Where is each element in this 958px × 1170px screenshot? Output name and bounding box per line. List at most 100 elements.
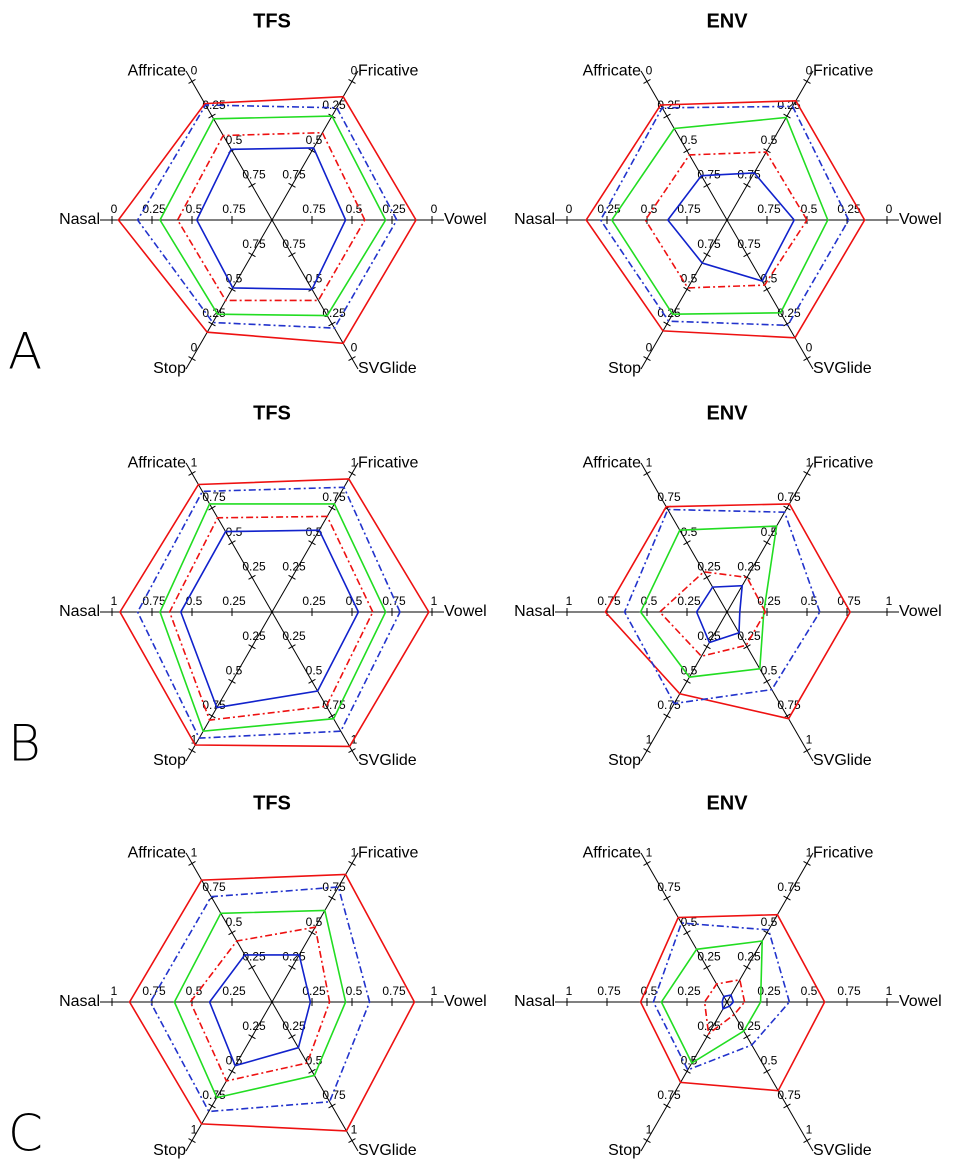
tick-mark [208, 1103, 216, 1109]
category-label: Stop [153, 1142, 186, 1159]
tick-label: 0 [191, 64, 198, 78]
tick-label: 0.25 [282, 560, 306, 574]
tick-label: 0.25 [322, 306, 346, 320]
tick-label: 0.25 [737, 950, 761, 964]
category-label: Nasal [59, 603, 100, 620]
tick-label: 0 [111, 202, 118, 216]
tick-label: 0.25 [242, 1019, 266, 1033]
tick-mark [783, 321, 791, 327]
category-label: Affricate [128, 454, 187, 471]
tick-label: 0.75 [202, 1088, 226, 1102]
series-line [149, 886, 371, 1113]
chart-title: TFS [253, 792, 291, 814]
tick-label: 0.75 [657, 880, 681, 894]
tick-mark [803, 471, 811, 476]
tick-label: 0.75 [697, 237, 721, 251]
category-label: Vowel [899, 603, 942, 620]
category-label: Stop [608, 752, 641, 769]
tick-label: 0.75 [757, 202, 781, 216]
axis-line [726, 1001, 814, 1152]
tick-label: 0.25 [202, 98, 226, 112]
tick-mark [743, 964, 751, 970]
tick-mark [188, 861, 196, 866]
tick-label: 0 [886, 202, 893, 216]
tick-mark [803, 748, 811, 753]
series-line [660, 940, 764, 1065]
axis-line [271, 70, 359, 221]
tick-label: 0.5 [306, 525, 323, 539]
tick-mark [643, 471, 651, 476]
tick-label: 0.75 [242, 237, 266, 251]
axis-line [271, 1001, 359, 1152]
tick-mark [763, 286, 771, 292]
axis-line [185, 1001, 273, 1152]
tick-mark [703, 964, 711, 970]
axis-line [640, 611, 728, 762]
series-line [666, 172, 796, 282]
axis-line [640, 1001, 728, 1152]
axis-line [185, 219, 273, 370]
tick-label: 0.75 [737, 168, 761, 182]
axis-line [726, 219, 814, 370]
axis-line [640, 70, 728, 221]
tick-label: 0.25 [242, 560, 266, 574]
tick-label: 1 [191, 1123, 198, 1137]
category-label: Affricate [128, 62, 187, 79]
tick-label: 0.75 [242, 168, 266, 182]
category-label: Stop [153, 360, 186, 377]
tick-label: 0.75 [202, 880, 226, 894]
tick-label: 1 [191, 846, 198, 860]
category-label: Vowel [899, 211, 942, 228]
tick-mark [328, 321, 336, 327]
tick-label: 0.75 [837, 984, 861, 998]
tick-label: 0.25 [597, 202, 621, 216]
tick-label: 0.25 [242, 629, 266, 643]
tick-mark [763, 540, 771, 546]
tick-mark [683, 286, 691, 292]
tick-mark [248, 1034, 256, 1040]
tick-label: 1 [886, 594, 893, 608]
tick-label: 0.25 [737, 560, 761, 574]
tick-mark [308, 930, 316, 936]
tick-label: 0 [646, 341, 653, 355]
tick-label: 1 [566, 594, 573, 608]
tick-label: 0.75 [657, 490, 681, 504]
tick-mark [763, 678, 771, 684]
tick-label: 1 [431, 594, 438, 608]
tick-mark [208, 713, 216, 719]
category-label: Fricative [813, 454, 874, 471]
chart-title: ENV [706, 402, 748, 424]
axis-line [185, 462, 273, 613]
tick-mark [703, 182, 711, 188]
series-line [599, 105, 850, 327]
tick-mark [743, 574, 751, 580]
tick-label: 0.75 [142, 594, 166, 608]
category-label: SVGlide [358, 360, 417, 377]
tick-mark [188, 356, 196, 361]
tick-label: 0.75 [657, 1088, 681, 1102]
tick-label: 1 [806, 456, 813, 470]
tick-label: 0.75 [777, 880, 801, 894]
tick-mark [328, 505, 336, 511]
tick-mark [228, 930, 236, 936]
series-line [195, 147, 347, 291]
tick-label: 0.75 [777, 1088, 801, 1102]
tick-label: 0.25 [282, 950, 306, 964]
axis-line [726, 852, 814, 1003]
series-line [159, 115, 387, 317]
tick-label: 0 [806, 64, 813, 78]
series-line [176, 131, 366, 302]
tick-mark [328, 895, 336, 901]
tick-label: 0.75 [322, 490, 346, 504]
tick-label: 0.5 [681, 133, 698, 147]
tick-mark [228, 1068, 236, 1074]
axis-line [726, 70, 814, 221]
tick-mark [288, 252, 296, 258]
tick-label: 1 [111, 984, 118, 998]
tick-label: 0.25 [697, 950, 721, 964]
tick-mark [663, 1103, 671, 1109]
tick-label: 0.5 [346, 984, 363, 998]
tick-mark [348, 1138, 356, 1143]
tick-mark [663, 113, 671, 119]
tick-label: 0.5 [801, 984, 818, 998]
